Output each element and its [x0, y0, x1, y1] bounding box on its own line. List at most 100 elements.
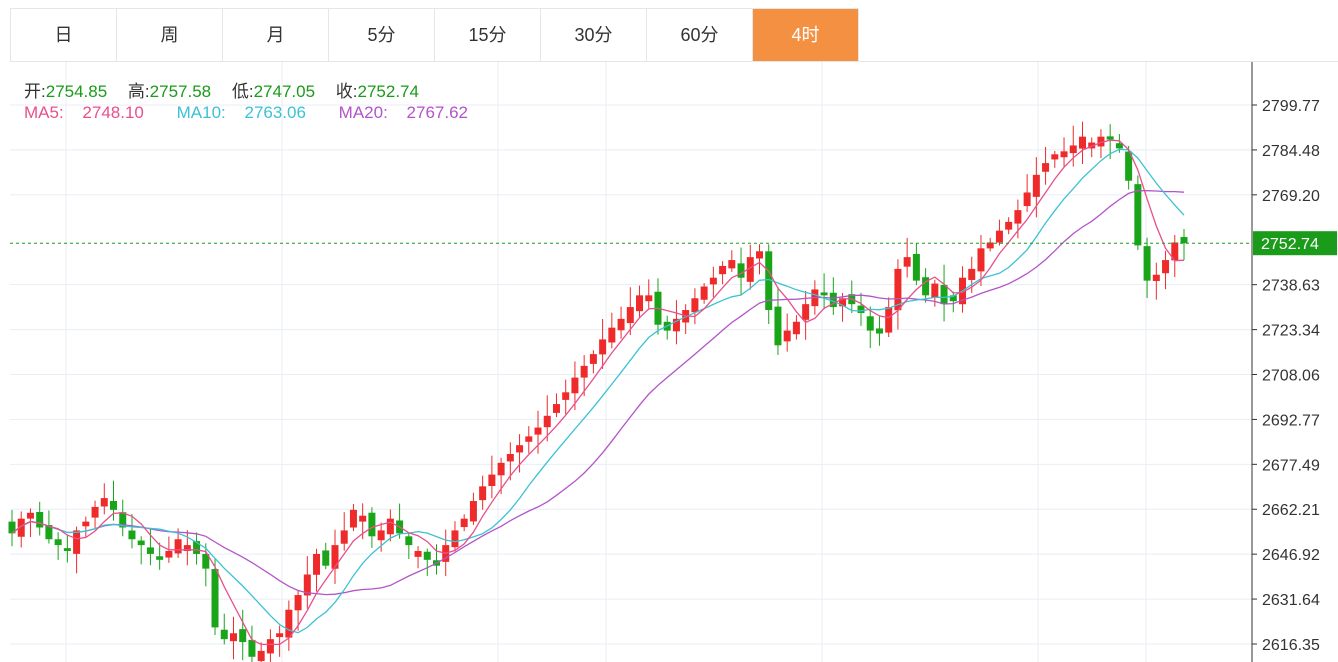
candle-body — [543, 415, 551, 428]
candle-body — [183, 545, 191, 551]
candle-body — [1180, 237, 1188, 244]
candle-body — [229, 633, 237, 642]
ma20-value: 2767.62 — [406, 103, 468, 122]
candle-body — [91, 506, 99, 518]
y-tick-label: 2784.48 — [1262, 143, 1320, 160]
candle-body — [700, 286, 708, 300]
candle-body — [488, 474, 496, 486]
tab-week[interactable]: 周 — [117, 9, 223, 61]
candle-body — [128, 530, 136, 540]
candle-body — [820, 292, 828, 296]
candle-body — [599, 339, 607, 355]
candle-body — [294, 595, 302, 611]
high-value: 2757.58 — [149, 82, 212, 101]
candle-body — [276, 633, 284, 638]
ma10-text: MA10: 2763.06 — [177, 103, 320, 122]
candle-body — [1014, 210, 1022, 224]
candle-body — [571, 377, 579, 394]
candle-body — [534, 427, 542, 435]
close-value: 2752.74 — [357, 82, 419, 101]
candle-body — [912, 253, 920, 281]
candle-body — [580, 365, 588, 378]
candle-body — [792, 321, 800, 335]
candle-body — [146, 547, 154, 554]
open-value: 2754.85 — [45, 82, 108, 101]
tab-month[interactable]: 月 — [223, 9, 329, 61]
tab-15min[interactable]: 15分 — [435, 9, 541, 61]
current-price-label: 2752.74 — [1261, 236, 1319, 253]
y-tick-label: 2631.64 — [1262, 592, 1320, 609]
candle-body — [986, 242, 994, 249]
candle-body — [552, 404, 560, 413]
candle-body — [995, 230, 1003, 243]
candle-body — [506, 454, 514, 462]
candle-body — [239, 629, 247, 643]
candle-body — [562, 392, 570, 400]
candle-body — [17, 518, 25, 537]
candle-body — [1032, 174, 1040, 197]
candle-body — [479, 486, 487, 501]
tab-60min[interactable]: 60分 — [647, 9, 753, 61]
candle-body — [875, 328, 883, 334]
candle-body — [746, 257, 754, 282]
candle-body — [894, 268, 902, 311]
candle-body — [202, 553, 210, 569]
candle-body — [1152, 274, 1160, 281]
candle-body — [423, 551, 431, 560]
candle-body — [368, 512, 376, 537]
candle-body — [1097, 136, 1105, 147]
candle-body — [1106, 136, 1114, 140]
candle-body — [931, 283, 939, 298]
ma10-value: 2763.06 — [244, 103, 306, 122]
y-tick-label: 2708.06 — [1262, 368, 1320, 385]
candle-body — [1125, 151, 1133, 181]
high-label: 高: — [127, 82, 150, 101]
candle-body — [829, 292, 837, 308]
ohlc-info: 开:2754.85 高:2757.58 低:2747.05 收:2752.74 — [24, 77, 435, 102]
ma5-label: MA5: — [24, 103, 64, 122]
close-label: 收: — [335, 82, 358, 101]
candle-body — [414, 550, 422, 557]
candle-body — [525, 436, 533, 442]
y-tick-label: 2769.20 — [1262, 188, 1320, 205]
candle-body — [110, 501, 118, 510]
candle-body — [349, 509, 357, 528]
candle-body — [765, 251, 773, 311]
candle-body — [783, 330, 791, 342]
ma-info: MA5: 2748.10 MA10: 2763.06 MA20: 2767.62 — [24, 103, 496, 123]
candle-body — [331, 545, 339, 569]
candle-body — [257, 650, 265, 661]
open-label: 开: — [24, 82, 46, 101]
candle-body — [100, 498, 108, 507]
candle-body — [26, 512, 34, 519]
candle-body — [340, 530, 348, 544]
candle-body — [45, 525, 53, 540]
candle-body — [211, 569, 219, 628]
candle-body — [377, 530, 385, 541]
ma10-label: MA10: — [176, 103, 226, 122]
ma10-line — [11, 148, 1185, 634]
candle-body — [645, 295, 653, 302]
candle-body — [469, 501, 477, 522]
candle-body — [802, 304, 810, 320]
candle-body — [36, 512, 44, 528]
candle-body — [137, 540, 145, 546]
candle-body — [1143, 246, 1151, 281]
candle-body — [940, 284, 948, 305]
tab-5min[interactable]: 5分 — [329, 9, 435, 61]
candle-body — [755, 251, 763, 259]
candle-body — [63, 548, 71, 551]
current-price-tag — [1253, 231, 1337, 256]
candle-body — [709, 277, 717, 285]
candle-body — [672, 318, 680, 332]
tab-30min[interactable]: 30分 — [541, 9, 647, 61]
tabs-divider — [10, 61, 1338, 62]
candle-body — [626, 307, 634, 324]
tab-day[interactable]: 日 — [11, 9, 117, 61]
y-tick-label: 2799.77 — [1262, 98, 1320, 115]
tab-4hour[interactable]: 4时 — [753, 9, 859, 61]
y-tick-label: 2677.49 — [1262, 457, 1320, 474]
candle-body — [193, 541, 201, 554]
candle-body — [1171, 242, 1179, 261]
